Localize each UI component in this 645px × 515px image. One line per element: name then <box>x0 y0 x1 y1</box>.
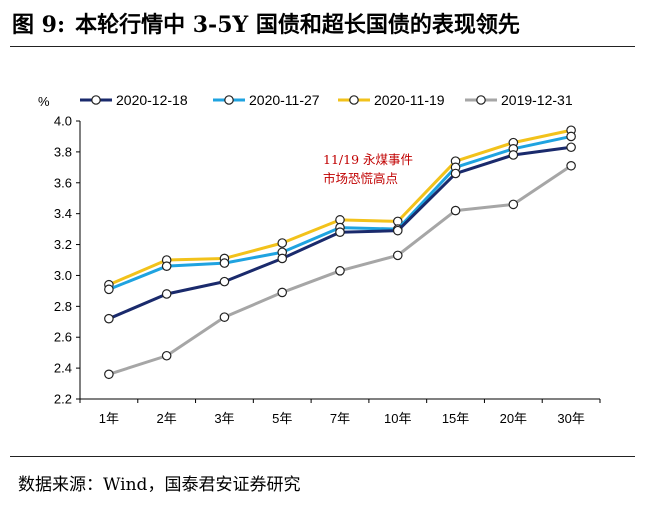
data-point <box>392 225 403 236</box>
legend-label: 2020-11-27 <box>249 92 320 108</box>
data-point <box>219 312 230 322</box>
line-chart: % 2020-12-18 2020-11-27 2020-11-19 2019-12-… <box>38 92 601 426</box>
legend-swatch-marker <box>91 95 101 105</box>
legend-label: 2020-12-18 <box>116 92 188 108</box>
y-unit-label: % <box>38 94 50 109</box>
legend-label: 2020-11-19 <box>374 92 445 108</box>
legend: 2020-12-18 2020-11-27 2020-11-19 2019-12-31 <box>80 92 573 108</box>
annotation-line-2: 市场恐慌高点 <box>323 171 398 186</box>
figure-title: 图 9: 本轮行情中 3-5Y 国债和超长国债的表现领先 <box>12 6 632 44</box>
data-point <box>566 142 576 153</box>
y-tick-label: 3.2 <box>54 237 72 252</box>
y-tick-label: 3.4 <box>54 206 72 221</box>
y-tick-label: 2.6 <box>54 330 72 345</box>
data-point <box>277 238 288 248</box>
data-point <box>566 160 576 171</box>
figure-title-text: 本轮行情中 3-5Y 国债和超长国债的表现领先 <box>75 12 520 38</box>
series-2020-11-19 <box>104 125 576 290</box>
data-point <box>161 289 172 299</box>
y-tick-label: 2.8 <box>54 299 72 314</box>
x-tick-label: 3年 <box>214 411 234 426</box>
data-point <box>450 205 461 216</box>
title-divider <box>10 46 635 47</box>
y-tick-label: 2.2 <box>54 392 72 407</box>
legend-label: 2019-12-31 <box>501 92 573 108</box>
data-point <box>566 131 576 142</box>
y-tick-label: 3.8 <box>54 144 72 159</box>
data-point <box>104 284 114 295</box>
legend-item: 2020-11-27 <box>213 92 320 108</box>
x-tick-label: 20年 <box>500 411 527 426</box>
legend-item: 2020-12-18 <box>80 92 188 108</box>
data-point <box>335 227 345 237</box>
x-tick-label: 10年 <box>384 411 411 426</box>
annotation-line-1: 11/19 永煤事件 <box>323 152 413 167</box>
y-tick-label: 3.0 <box>54 268 72 283</box>
series-2020-12-18 <box>104 142 576 324</box>
data-point <box>450 168 461 179</box>
x-tick-label: 2年 <box>157 411 177 426</box>
x-tick-label: 7年 <box>330 411 350 426</box>
data-point <box>219 258 230 268</box>
legend-swatch-marker <box>224 95 234 105</box>
data-point <box>335 266 345 276</box>
source-divider <box>10 456 635 457</box>
y-tick-label: 2.4 <box>54 361 72 376</box>
x-tick-label: 1年 <box>99 411 119 426</box>
data-point <box>392 250 403 261</box>
series-2019-12-31 <box>104 160 576 380</box>
legend-item: 2019-12-31 <box>465 92 573 108</box>
data-point <box>277 253 288 264</box>
axes: 2.2 2.4 2.6 2.8 3.0 3.2 3.4 3.6 3.8 4.0 1年 2年 3年 5年 7年… <box>54 114 601 426</box>
data-point <box>508 199 519 210</box>
data-point <box>277 287 288 298</box>
data-point <box>508 150 519 160</box>
legend-swatch-marker <box>476 95 486 105</box>
data-point <box>161 261 172 271</box>
data-point <box>104 369 114 380</box>
legend-swatch-marker <box>349 95 359 105</box>
data-point <box>219 276 230 287</box>
x-tick-label: 5年 <box>272 411 292 426</box>
y-tick-label: 3.6 <box>54 175 72 190</box>
source-note: 数据来源：Wind，国泰君安证券研究 <box>18 475 301 495</box>
legend-item: 2020-11-19 <box>338 92 445 108</box>
figure-number: 图 9: <box>12 12 66 38</box>
series-group <box>104 125 576 380</box>
data-point <box>104 313 114 324</box>
x-tick-label: 30年 <box>557 411 584 426</box>
y-tick-label: 4.0 <box>54 114 72 129</box>
data-point <box>161 350 172 361</box>
x-tick-label: 15年 <box>442 411 469 426</box>
